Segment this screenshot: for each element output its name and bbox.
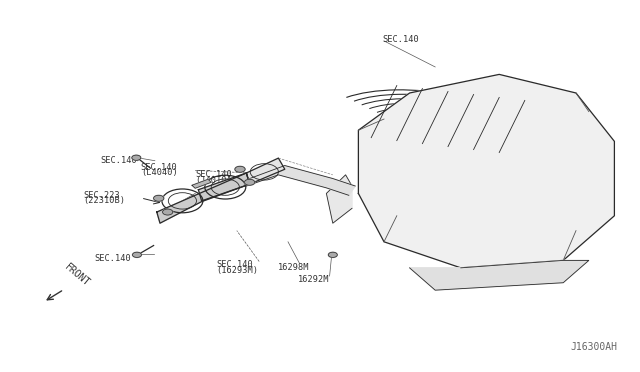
Polygon shape: [410, 260, 589, 290]
Text: SEC.223: SEC.223: [83, 191, 120, 200]
Polygon shape: [246, 166, 355, 195]
Text: 16292M: 16292M: [298, 275, 329, 284]
Polygon shape: [198, 173, 250, 201]
Text: J16300AH: J16300AH: [571, 341, 618, 352]
Circle shape: [328, 252, 337, 257]
Polygon shape: [358, 74, 614, 268]
Text: (16293M): (16293M): [216, 266, 259, 275]
Text: FRONT: FRONT: [63, 262, 92, 288]
Polygon shape: [192, 179, 211, 188]
Polygon shape: [326, 175, 352, 223]
Text: SEC.140: SEC.140: [383, 35, 419, 44]
Polygon shape: [246, 158, 285, 184]
Circle shape: [163, 209, 173, 215]
Polygon shape: [157, 173, 250, 223]
Text: (J4010A): (J4010A): [195, 176, 237, 185]
Circle shape: [244, 179, 255, 185]
Text: (L4040): (L4040): [141, 169, 177, 177]
Circle shape: [235, 166, 245, 172]
Text: SEC.140: SEC.140: [141, 163, 177, 172]
Circle shape: [154, 195, 164, 201]
Text: (22310B): (22310B): [83, 196, 125, 205]
Text: SEC.140: SEC.140: [195, 170, 232, 179]
Circle shape: [132, 155, 141, 160]
Text: SEC.140: SEC.140: [100, 156, 137, 165]
Circle shape: [132, 252, 141, 257]
Text: SEC.140: SEC.140: [95, 254, 131, 263]
Text: 16298M: 16298M: [278, 263, 310, 272]
Text: SEC.140: SEC.140: [216, 260, 253, 269]
